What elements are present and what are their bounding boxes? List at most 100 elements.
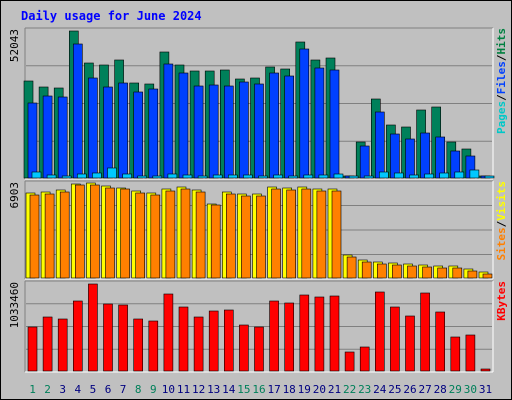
bar-requests-pages-29 xyxy=(454,171,465,179)
bar-kbytes-kbytes-17 xyxy=(269,300,279,372)
bar-requests-pages-25 xyxy=(394,172,404,179)
bar-requests-files-5 xyxy=(88,77,98,179)
bar-requests-files-9 xyxy=(148,88,159,179)
x-tick-label-22: 22 xyxy=(343,383,356,396)
bar-kbytes-kbytes-10 xyxy=(163,293,174,372)
right-label-requests: Pages/Files/Hits xyxy=(495,28,508,134)
right-label-part: Sites xyxy=(495,227,508,260)
bar-requests-files-20 xyxy=(314,67,325,179)
y-max-label-visits: 6903 xyxy=(8,182,21,209)
bar-requests-pages-15 xyxy=(243,174,253,179)
bar-requests-pages-21 xyxy=(333,173,344,179)
bar-kbytes-kbytes-13 xyxy=(208,310,219,372)
bar-kbytes-kbytes-26 xyxy=(405,315,415,372)
bar-requests-pages-22 xyxy=(348,175,359,179)
bar-requests-files-1 xyxy=(27,102,38,179)
bar-visits-sites-31 xyxy=(482,273,493,279)
x-tick-label-16: 16 xyxy=(252,383,265,396)
bar-requests-pages-31 xyxy=(484,175,495,179)
bar-visits-sites-22 xyxy=(346,256,357,279)
bar-requests-files-3 xyxy=(57,96,68,179)
right-label-kbytes: KBytes xyxy=(495,281,508,321)
x-tick-label-11: 11 xyxy=(177,383,190,396)
bar-requests-pages-3 xyxy=(61,175,72,179)
x-tick-label-30: 30 xyxy=(464,383,477,396)
x-tick-label-4: 4 xyxy=(74,383,81,396)
bar-visits-sites-11 xyxy=(180,188,191,279)
bar-requests-pages-11 xyxy=(182,174,193,179)
x-tick-label-31: 31 xyxy=(479,383,492,396)
bar-kbytes-kbytes-19 xyxy=(299,294,310,372)
bar-kbytes-kbytes-28 xyxy=(435,311,446,372)
bar-visits-sites-9 xyxy=(150,194,161,279)
bar-kbytes-kbytes-5 xyxy=(88,283,98,372)
bar-requests-files-13 xyxy=(208,84,219,179)
bar-visits-sites-14 xyxy=(226,193,236,279)
bar-visits-sites-10 xyxy=(165,190,176,279)
bar-kbytes-kbytes-23 xyxy=(359,346,370,372)
bar-visits-sites-25 xyxy=(392,264,402,279)
bar-requests-files-28 xyxy=(435,136,446,179)
bar-kbytes-kbytes-29 xyxy=(450,336,461,372)
x-tick-label-5: 5 xyxy=(90,383,97,396)
bar-kbytes-kbytes-14 xyxy=(224,309,234,372)
y-max-label-kbytes: 1033460 xyxy=(8,282,21,328)
right-label-part: / xyxy=(495,94,508,101)
x-tick-label-19: 19 xyxy=(298,383,311,396)
bar-requests-files-8 xyxy=(133,91,143,179)
bar-requests-pages-18 xyxy=(288,175,299,179)
x-tick-label-1: 1 xyxy=(29,383,36,396)
bar-requests-files-27 xyxy=(420,132,430,179)
x-tick-label-28: 28 xyxy=(434,383,447,396)
bar-visits-sites-4 xyxy=(75,184,85,279)
bar-requests-pages-9 xyxy=(152,175,163,179)
bar-requests-pages-12 xyxy=(197,175,208,179)
bar-requests-pages-16 xyxy=(258,175,268,179)
bar-visits-sites-13 xyxy=(210,204,221,279)
bar-requests-pages-26 xyxy=(409,174,419,179)
bar-requests-pages-20 xyxy=(318,174,329,179)
x-tick-label-20: 20 xyxy=(313,383,326,396)
bar-visits-sites-8 xyxy=(135,192,145,279)
x-tick-label-8: 8 xyxy=(135,383,142,396)
right-label-part: / xyxy=(495,220,508,227)
bar-requests-files-17 xyxy=(269,72,279,179)
bar-visits-sites-24 xyxy=(376,263,387,279)
bar-requests-files-23 xyxy=(359,145,370,179)
bar-visits-sites-1 xyxy=(29,194,40,279)
bar-requests-pages-14 xyxy=(228,174,238,179)
bar-requests-pages-7 xyxy=(122,173,132,179)
bar-visits-sites-23 xyxy=(361,261,372,279)
bar-requests-files-12 xyxy=(193,85,204,179)
x-tick-label-23: 23 xyxy=(358,383,371,396)
x-tick-label-29: 29 xyxy=(449,383,462,396)
x-tick-label-10: 10 xyxy=(162,383,175,396)
bar-kbytes-kbytes-31 xyxy=(480,368,491,372)
bar-kbytes-kbytes-11 xyxy=(178,306,189,372)
right-label-part: Hits xyxy=(495,28,508,55)
bar-requests-pages-30 xyxy=(469,169,480,179)
bar-kbytes-kbytes-16 xyxy=(254,326,264,372)
x-tick-label-17: 17 xyxy=(267,383,280,396)
right-label-visits: Sites/Visits xyxy=(495,181,508,261)
bar-visits-sites-19 xyxy=(301,188,312,279)
bar-kbytes-kbytes-7 xyxy=(118,304,128,372)
bar-requests-files-10 xyxy=(163,63,174,179)
bar-requests-pages-6 xyxy=(107,167,117,179)
x-tick-label-7: 7 xyxy=(120,383,127,396)
bar-kbytes-kbytes-9 xyxy=(148,320,159,372)
bar-kbytes-kbytes-30 xyxy=(465,334,476,372)
bar-kbytes-kbytes-24 xyxy=(374,291,385,372)
bar-kbytes-kbytes-1 xyxy=(27,326,38,372)
bar-kbytes-kbytes-3 xyxy=(57,318,68,372)
bar-requests-pages-27 xyxy=(424,173,434,179)
x-tick-label-21: 21 xyxy=(328,383,341,396)
bar-visits-sites-3 xyxy=(59,191,70,279)
bar-requests-pages-8 xyxy=(137,175,147,179)
bar-requests-files-14 xyxy=(224,85,234,179)
x-tick-label-14: 14 xyxy=(222,383,236,396)
bar-requests-pages-13 xyxy=(212,174,223,179)
bar-requests-files-15 xyxy=(239,81,249,179)
